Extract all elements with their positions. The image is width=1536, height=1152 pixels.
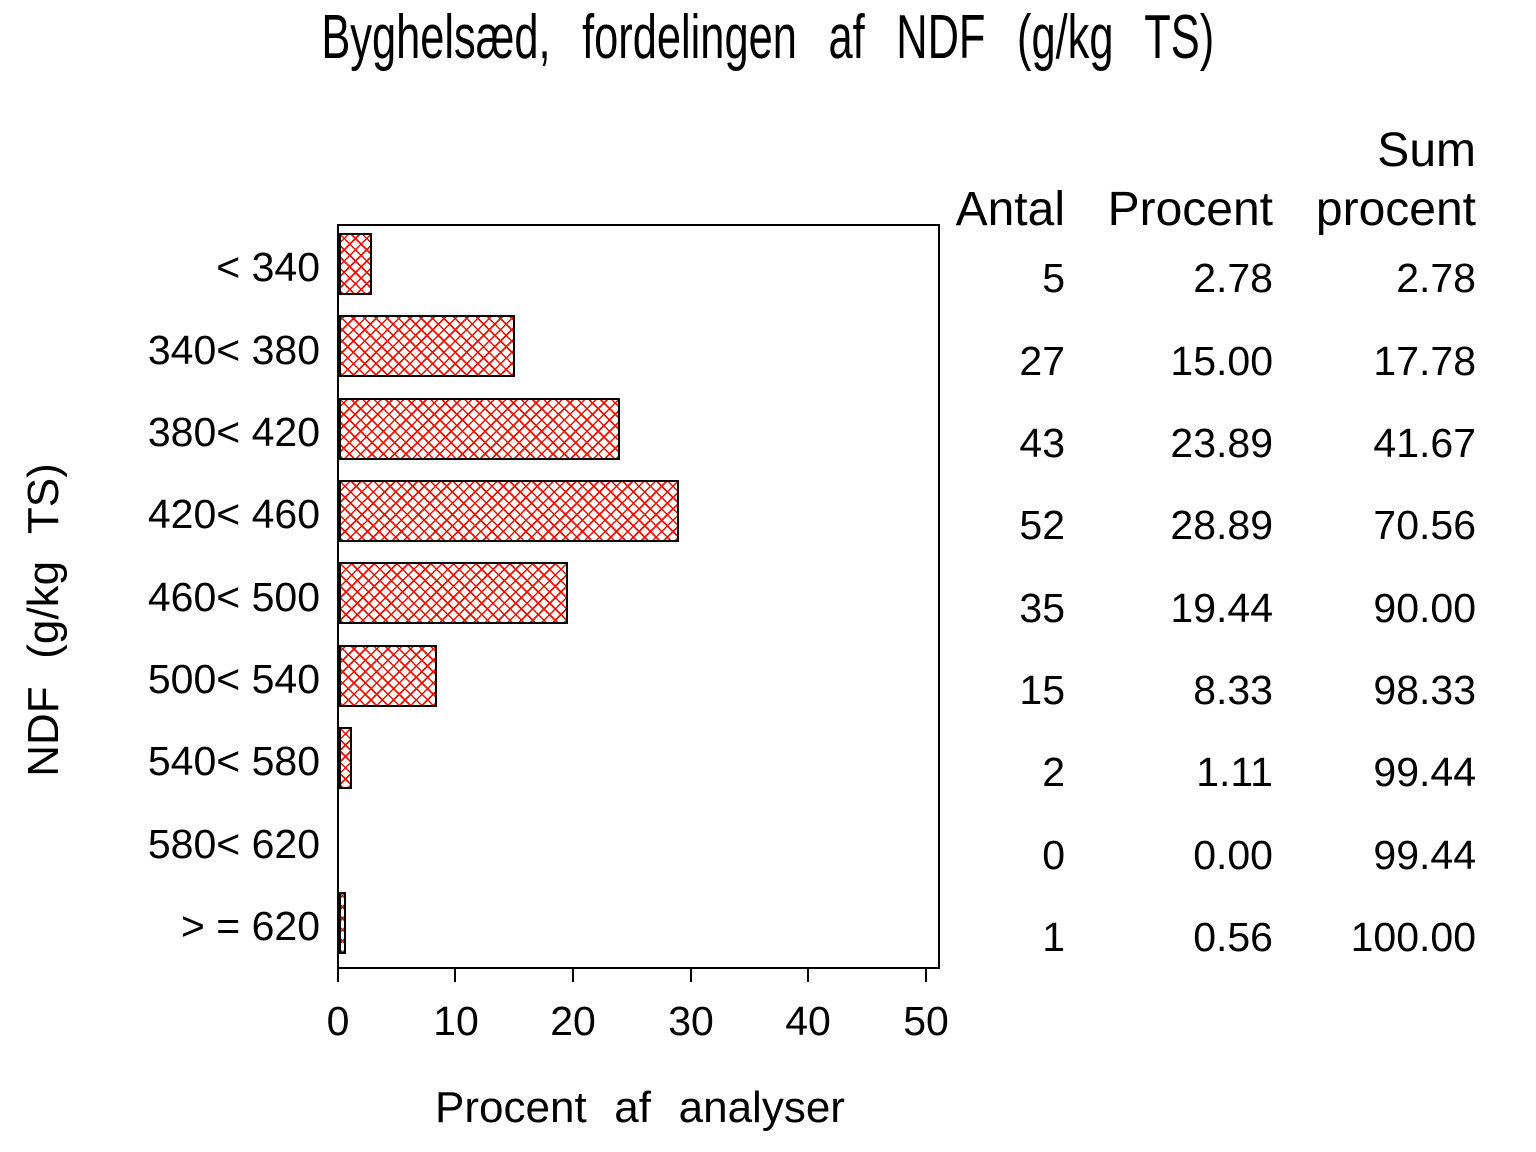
table-row: 15 8.33 98.33 bbox=[0, 669, 1536, 711]
page-title: Byghelsæd, fordelingen af NDF (g/kg TS) bbox=[0, 6, 1536, 70]
cell-antal: 52 bbox=[1019, 502, 1065, 548]
column-header-procent: Procent bbox=[1107, 183, 1273, 236]
cell-procent: 0.56 bbox=[1193, 914, 1273, 960]
bar-540-580 bbox=[339, 727, 352, 789]
cell-sum-procent: 90.00 bbox=[1373, 585, 1476, 631]
table-row: 43 23.89 41.67 bbox=[0, 422, 1536, 464]
cell-sum-procent: 99.44 bbox=[1373, 749, 1476, 795]
x-axis-tick bbox=[454, 969, 456, 982]
y-category-label: 420< 460 bbox=[147, 491, 320, 537]
table-row: 1 0.56 100.00 bbox=[0, 916, 1536, 958]
chart-title: Byghelsæd, fordelingen af NDF (g/kg TS) bbox=[321, 3, 1215, 72]
x-axis-title: Procent af analyser bbox=[435, 1083, 845, 1132]
cell-sum-procent: 98.33 bbox=[1373, 667, 1476, 713]
x-axis-tick-label: 10 bbox=[433, 998, 479, 1044]
plot-area bbox=[337, 224, 940, 969]
cell-antal: 27 bbox=[1019, 338, 1065, 384]
cell-procent: 23.89 bbox=[1170, 420, 1273, 466]
cell-antal: 35 bbox=[1019, 585, 1065, 631]
cell-procent: 8.33 bbox=[1193, 667, 1273, 713]
x-axis-tick bbox=[925, 969, 927, 982]
y-category-label: 340< 380 bbox=[147, 327, 320, 373]
cell-sum-procent: 41.67 bbox=[1373, 420, 1476, 466]
x-axis-tick bbox=[572, 969, 574, 982]
cell-sum-procent: 70.56 bbox=[1373, 502, 1476, 548]
cell-antal: 5 bbox=[1042, 255, 1065, 301]
cell-antal: 43 bbox=[1019, 420, 1065, 466]
cell-antal: 0 bbox=[1042, 832, 1065, 878]
bar-420-460 bbox=[339, 480, 679, 542]
cell-sum-procent: 99.44 bbox=[1373, 832, 1476, 878]
y-category-label: 500< 540 bbox=[147, 656, 320, 702]
cell-procent: 15.00 bbox=[1170, 338, 1273, 384]
cell-antal: 2 bbox=[1042, 749, 1065, 795]
cell-sum-procent: 17.78 bbox=[1373, 338, 1476, 384]
table-row: 5 2.78 2.78 bbox=[0, 257, 1536, 299]
cell-procent: 1.11 bbox=[1196, 749, 1273, 795]
y-category-label: > = 620 bbox=[180, 903, 320, 949]
cell-procent: 28.89 bbox=[1170, 502, 1273, 548]
table-row: 0 0.00 99.44 bbox=[0, 834, 1536, 876]
y-category-label: 580< 620 bbox=[147, 821, 320, 867]
x-axis-tick-label: 50 bbox=[903, 998, 949, 1044]
table-row: 52 28.89 70.56 bbox=[0, 504, 1536, 546]
y-category-label: 380< 420 bbox=[147, 409, 320, 455]
x-axis-tick-label: 0 bbox=[326, 998, 350, 1044]
bar-460-500 bbox=[339, 562, 568, 624]
cell-sum-procent: 100.00 bbox=[1350, 914, 1476, 960]
bar-gte620 bbox=[339, 892, 346, 954]
x-axis-tick-label: 30 bbox=[668, 998, 714, 1044]
x-axis-tick-label: 20 bbox=[550, 998, 596, 1044]
table-row: 35 19.44 90.00 bbox=[0, 587, 1536, 629]
x-axis-tick bbox=[807, 969, 809, 982]
table-row: 2 1.11 99.44 bbox=[0, 751, 1536, 793]
cell-procent: 0.00 bbox=[1193, 832, 1273, 878]
bar-500-540 bbox=[339, 645, 437, 707]
cell-sum-procent: 2.78 bbox=[1396, 255, 1476, 301]
cell-procent: 19.44 bbox=[1170, 585, 1273, 631]
cell-procent: 2.78 bbox=[1193, 255, 1273, 301]
y-category-label: 540< 580 bbox=[147, 738, 320, 784]
x-axis-tick bbox=[337, 969, 339, 982]
column-header-antal: Antal bbox=[955, 183, 1065, 236]
x-axis-tick bbox=[690, 969, 692, 982]
table-row: 27 15.00 17.78 bbox=[0, 340, 1536, 382]
bar-380-420 bbox=[339, 398, 620, 460]
bar-lt340 bbox=[339, 233, 372, 295]
y-category-label: 460< 500 bbox=[147, 574, 320, 620]
column-header-sum-line1: Sum bbox=[1377, 124, 1476, 177]
x-axis-tick-label: 40 bbox=[785, 998, 831, 1044]
column-header-sum-line2: procent bbox=[1315, 183, 1476, 236]
cell-antal: 1 bbox=[1042, 914, 1065, 960]
y-category-label: < 340 bbox=[216, 244, 320, 290]
bar-340-380 bbox=[339, 315, 515, 377]
cell-antal: 15 bbox=[1019, 667, 1065, 713]
